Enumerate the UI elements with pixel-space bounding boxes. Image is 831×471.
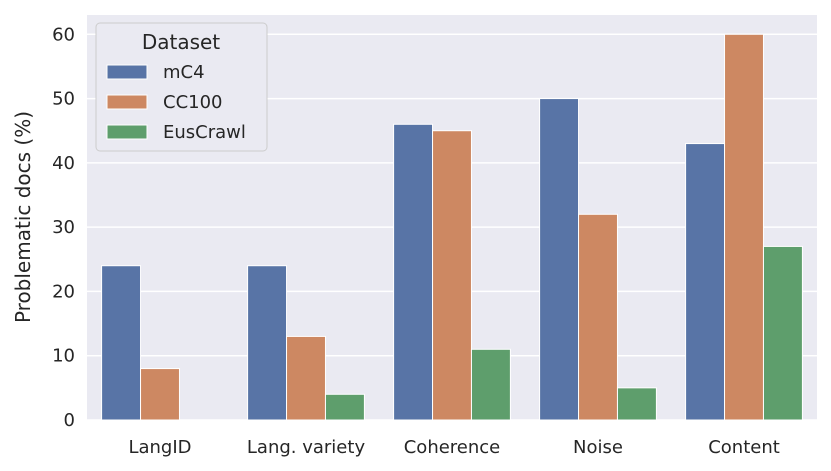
bar-cc100-3 <box>578 213 618 421</box>
bar-mc4-1 <box>247 265 288 421</box>
x-tick-label: Noise <box>573 437 623 458</box>
y-tick-label: 0 <box>64 410 75 431</box>
legend-label-cc100: CC100 <box>163 92 223 113</box>
bar-mc4-3 <box>539 98 580 421</box>
legend-title: Dataset <box>142 30 220 54</box>
bar-mc4-0 <box>101 265 142 421</box>
legend-swatch-euscrawl <box>106 124 148 140</box>
bar-cc100-4 <box>724 33 764 421</box>
x-tick-label: Coherence <box>404 437 501 458</box>
legend-label-mc4: mC4 <box>163 62 205 83</box>
y-tick-label: 20 <box>52 281 75 302</box>
x-tick-labels: LangID Lang. variety Coherence Noise Content <box>128 437 779 458</box>
y-tick-labels: 0 10 20 30 40 50 60 <box>52 24 75 431</box>
bar-cc100-1 <box>286 335 326 421</box>
legend-items: mC4 CC100 EusCrawl <box>106 62 246 143</box>
y-tick-label: 60 <box>52 24 75 45</box>
bar-mc4-2 <box>393 123 434 421</box>
legend-swatch-cc100 <box>106 94 148 110</box>
x-tick-label: Lang. variety <box>247 437 366 458</box>
bar-euscrawl-2 <box>470 348 511 421</box>
bar-cc100-2 <box>432 130 472 421</box>
x-tick-label: Content <box>708 437 780 458</box>
y-tick-label: 50 <box>52 89 75 110</box>
bar-cc100-0 <box>140 368 180 421</box>
legend-label-euscrawl: EusCrawl <box>163 122 246 143</box>
y-tick-label: 30 <box>52 217 75 238</box>
y-axis-title: Problematic docs (%) <box>11 111 35 323</box>
legend-box <box>95 22 268 152</box>
bar-mc4-4 <box>685 143 726 421</box>
bar-euscrawl-3 <box>616 387 657 421</box>
legend-swatch-mc4 <box>106 64 148 80</box>
y-tick-label: 40 <box>52 153 75 174</box>
bars <box>101 33 803 421</box>
bar-euscrawl-1 <box>324 393 365 421</box>
x-tick-label: LangID <box>128 437 191 458</box>
y-tick-label: 10 <box>52 346 75 367</box>
legend: Dataset mC4 CC100 EusCrawl <box>95 22 268 152</box>
bar-euscrawl-4 <box>762 245 803 421</box>
